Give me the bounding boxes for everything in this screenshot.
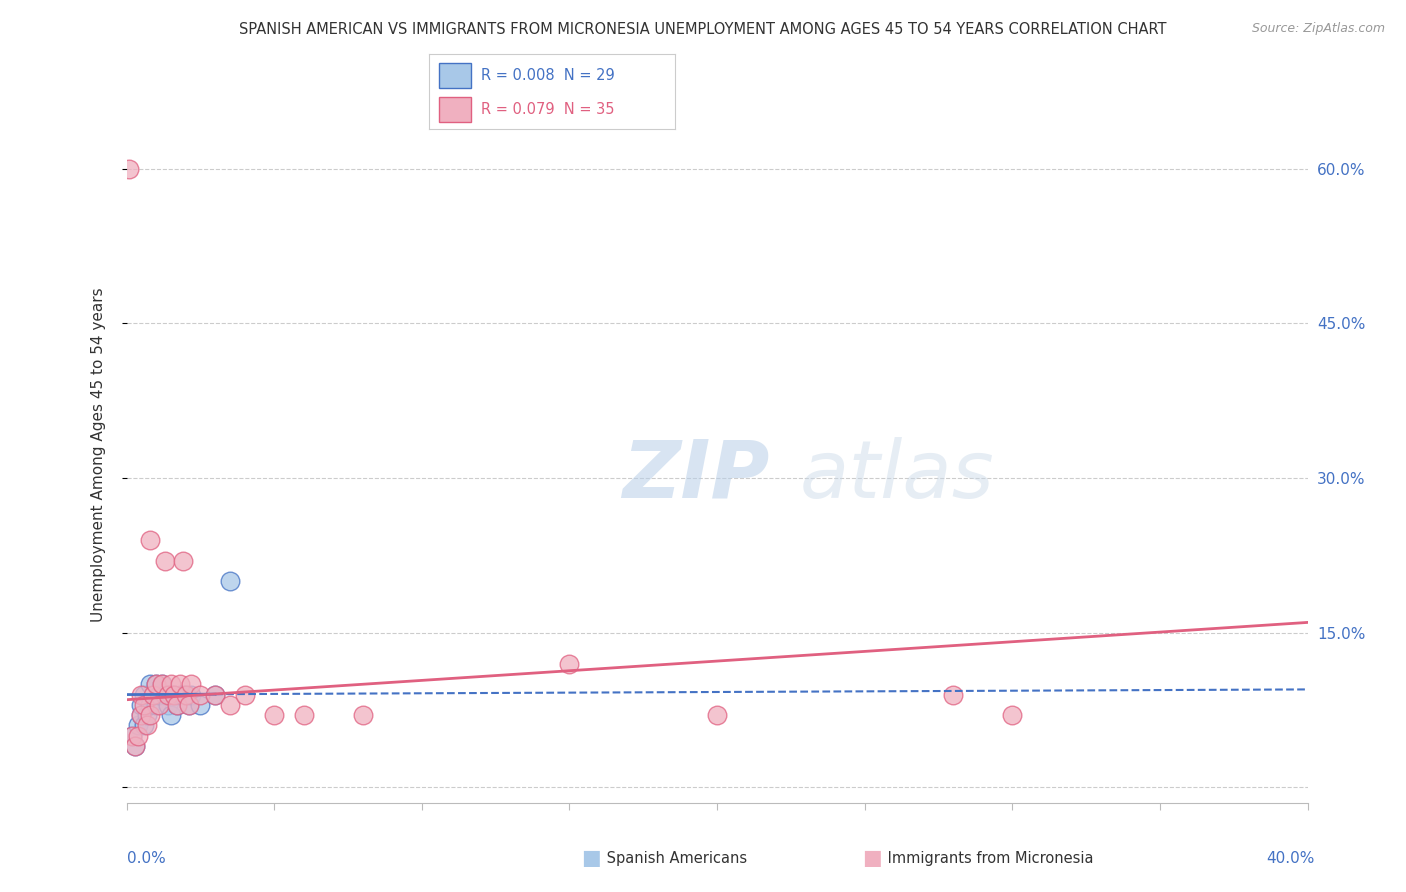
Point	[150, 677, 173, 691]
Point	[263, 708, 285, 723]
Point	[148, 698, 170, 712]
Point	[127, 729, 149, 743]
Point	[124, 739, 146, 753]
Point	[127, 718, 149, 732]
Point	[153, 553, 176, 567]
Point	[558, 657, 581, 671]
Point	[942, 688, 965, 702]
Point	[180, 677, 202, 691]
Text: SPANISH AMERICAN VS IMMIGRANTS FROM MICRONESIA UNEMPLOYMENT AMONG AGES 45 TO 54 : SPANISH AMERICAN VS IMMIGRANTS FROM MICR…	[239, 22, 1167, 37]
Point	[134, 718, 156, 732]
Point	[145, 698, 167, 712]
Point	[163, 688, 186, 702]
Point	[219, 698, 242, 712]
Point	[150, 677, 173, 691]
Point	[174, 688, 197, 702]
Point	[129, 708, 153, 723]
Point	[188, 688, 211, 702]
Text: 0.0%: 0.0%	[127, 851, 166, 865]
Point	[156, 698, 179, 712]
Text: Source: ZipAtlas.com: Source: ZipAtlas.com	[1251, 22, 1385, 36]
Point	[706, 708, 728, 723]
Point	[145, 677, 167, 691]
Point	[233, 688, 256, 702]
Point	[134, 688, 156, 702]
Point	[180, 688, 202, 702]
Point	[136, 718, 159, 732]
Point	[142, 688, 165, 702]
Text: R = 0.008  N = 29: R = 0.008 N = 29	[481, 68, 614, 83]
Point	[174, 688, 197, 702]
Point	[169, 688, 191, 702]
Text: R = 0.079  N = 35: R = 0.079 N = 35	[481, 102, 614, 117]
Point	[136, 708, 159, 723]
Text: Spanish Americans: Spanish Americans	[602, 851, 747, 865]
Point	[142, 688, 165, 702]
Text: ZIP: ZIP	[623, 437, 770, 515]
Point	[139, 698, 162, 712]
Bar	[439, 63, 471, 87]
Point	[139, 677, 162, 691]
Point	[204, 688, 226, 702]
Point	[166, 698, 188, 712]
Point	[169, 677, 191, 691]
Text: ■: ■	[581, 848, 600, 868]
Bar	[439, 97, 471, 122]
Point	[159, 688, 183, 702]
Point	[134, 698, 156, 712]
Point	[129, 688, 153, 702]
Text: Immigrants from Micronesia: Immigrants from Micronesia	[883, 851, 1094, 865]
Point	[219, 574, 242, 589]
Point	[129, 698, 153, 712]
Point	[153, 688, 176, 702]
Point	[352, 708, 374, 723]
Point	[139, 533, 162, 547]
Point	[166, 698, 188, 712]
Point	[118, 161, 141, 176]
Text: atlas: atlas	[800, 437, 994, 515]
Point	[172, 553, 194, 567]
Point	[188, 698, 211, 712]
Point	[177, 698, 200, 712]
Text: ■: ■	[862, 848, 882, 868]
Point	[292, 708, 315, 723]
Point	[172, 688, 194, 702]
Point	[204, 688, 226, 702]
Point	[129, 708, 153, 723]
Point	[163, 688, 186, 702]
Point	[156, 688, 179, 702]
Point	[148, 688, 170, 702]
Point	[124, 739, 146, 753]
Point	[145, 677, 167, 691]
Point	[139, 708, 162, 723]
Y-axis label: Unemployment Among Ages 45 to 54 years: Unemployment Among Ages 45 to 54 years	[91, 287, 105, 623]
Point	[159, 677, 183, 691]
Point	[177, 698, 200, 712]
Point	[159, 708, 183, 723]
Point	[121, 729, 143, 743]
Text: 40.0%: 40.0%	[1267, 851, 1315, 865]
Point	[1001, 708, 1024, 723]
Point	[121, 729, 143, 743]
